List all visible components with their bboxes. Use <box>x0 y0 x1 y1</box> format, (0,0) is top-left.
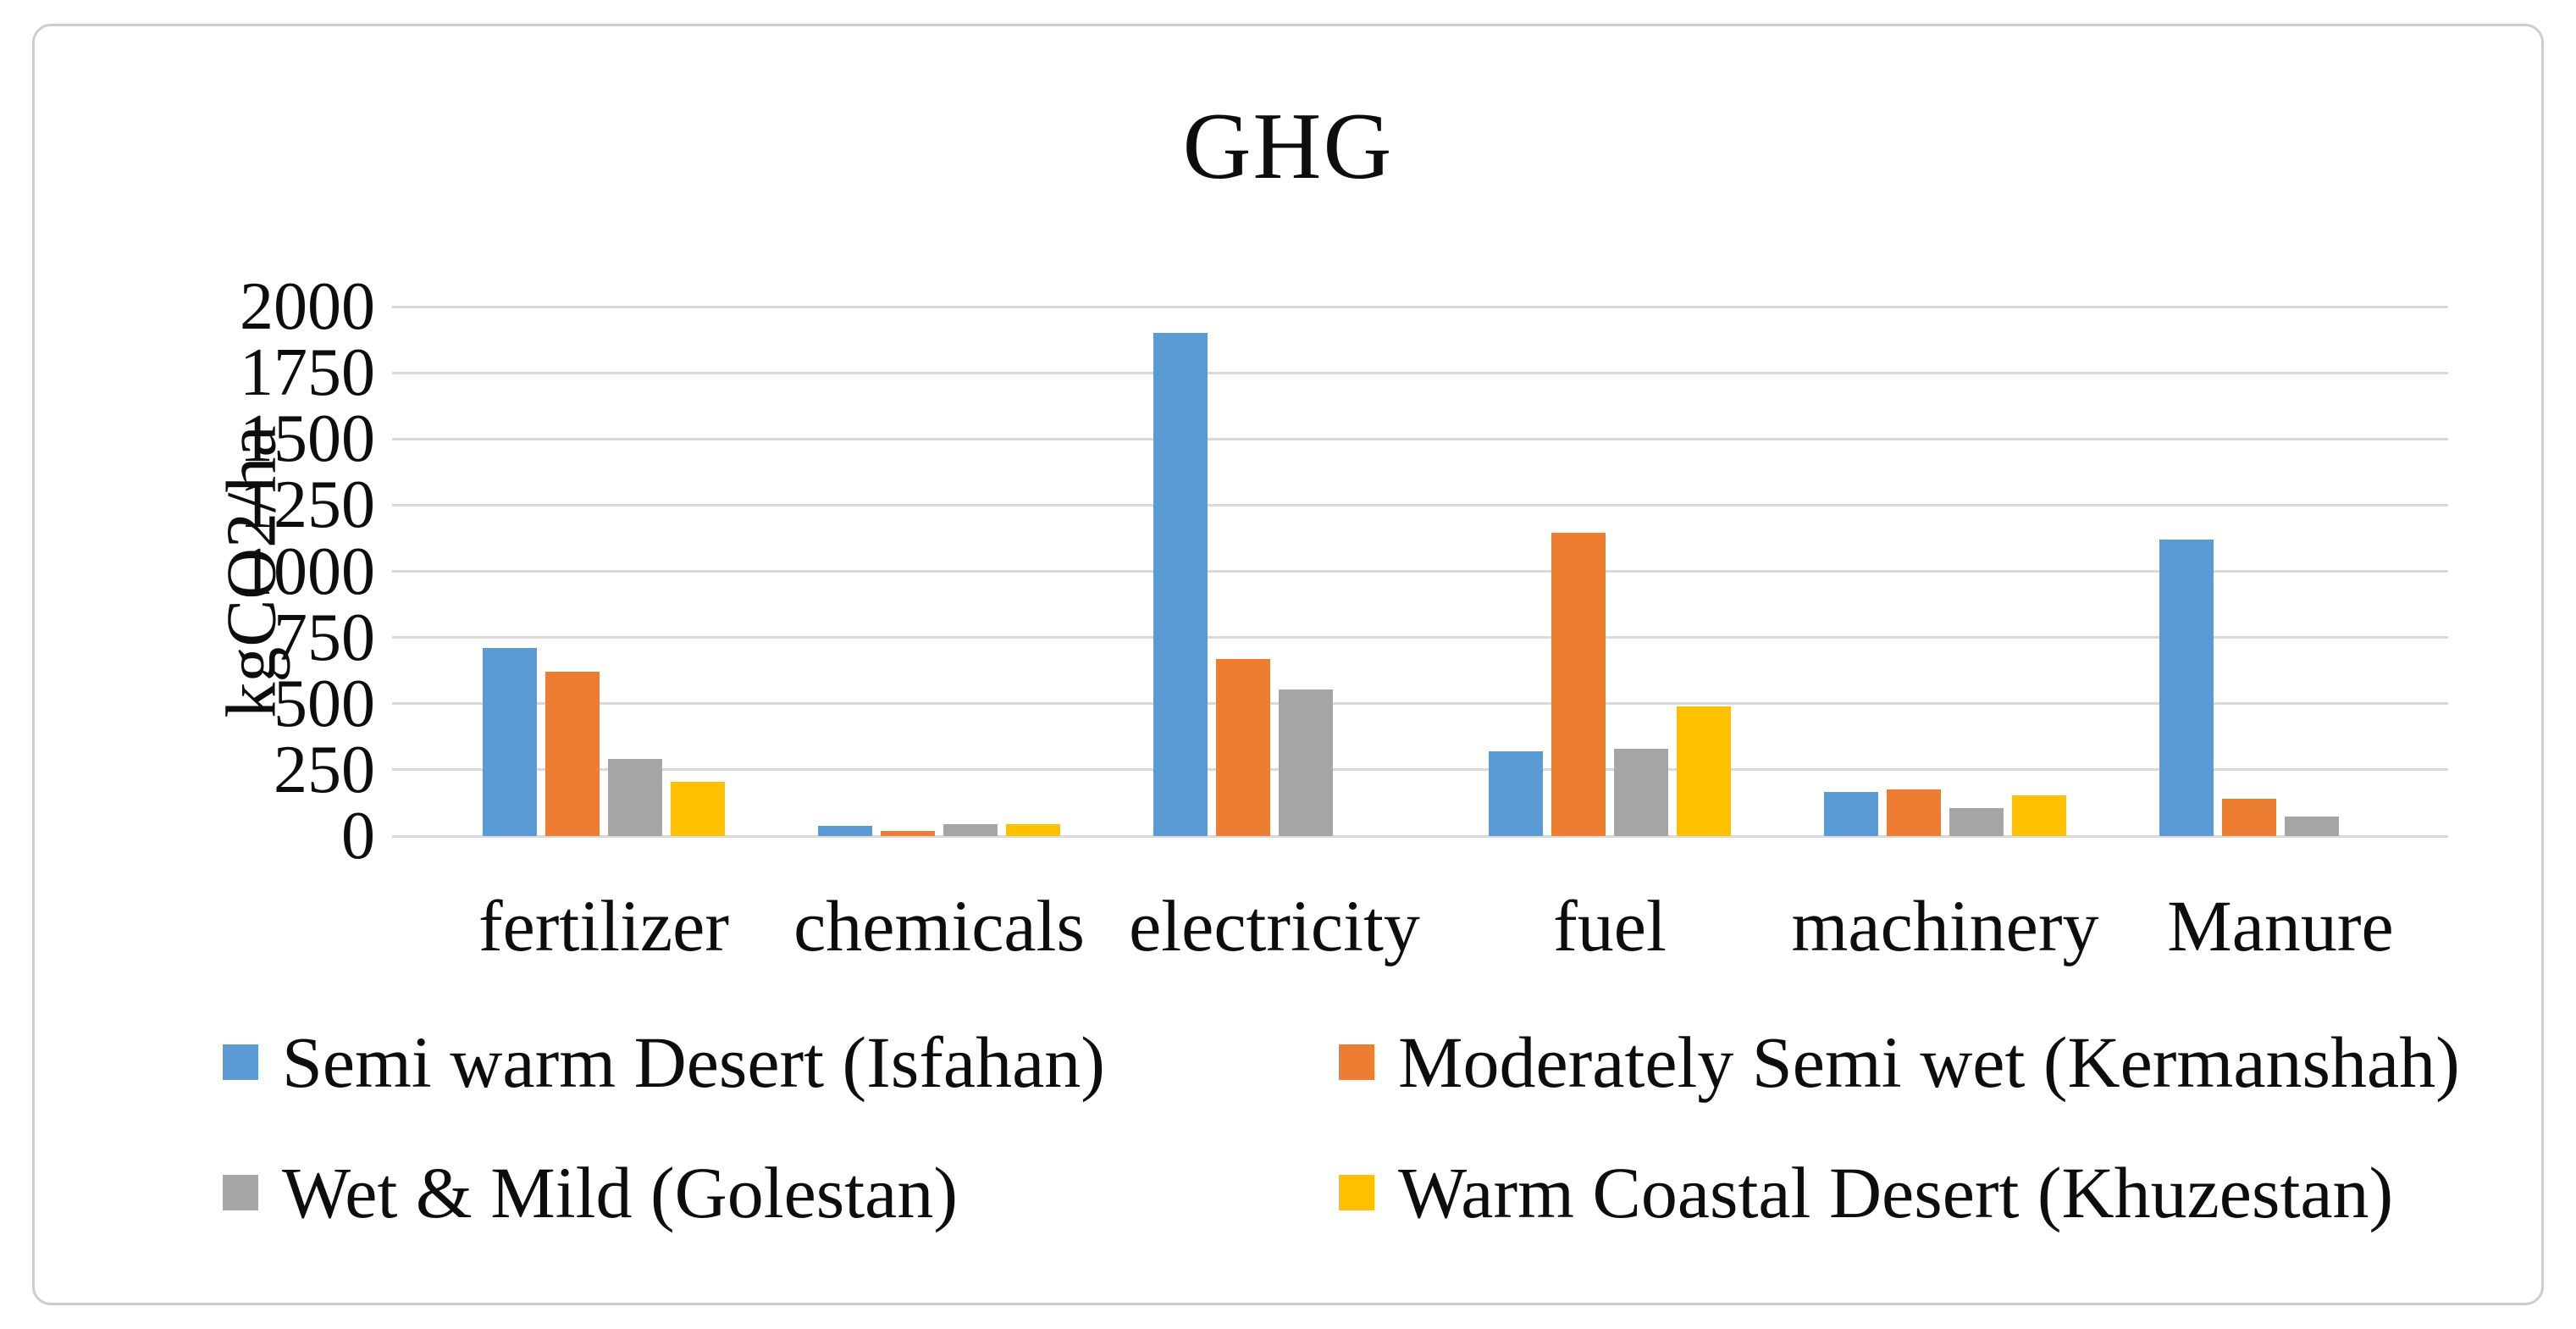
bar <box>881 830 935 836</box>
gridline <box>392 371 2448 374</box>
x-axis-labels: fertilizer chemicals electricity fuel machin… <box>436 883 2448 968</box>
legend-swatch <box>223 1044 258 1080</box>
y-tick-label: 1750 <box>240 335 375 411</box>
legend-item: Semi warm Desert (Isfahan) <box>223 1026 1339 1099</box>
legend-item: Warm Coastal Desert (Khuzestan) <box>1339 1156 2460 1229</box>
legend-label: Wet & Mild (Golestan) <box>282 1152 958 1233</box>
bar-group-fertilizer <box>436 307 771 836</box>
x-axis-label-machinery: machinery <box>1791 885 2099 966</box>
bar <box>2159 540 2214 836</box>
x-axis-label-electricity: electricity <box>1129 885 1420 966</box>
bar <box>1551 533 1606 836</box>
bar <box>2285 816 2339 836</box>
bar-groups <box>436 307 2448 836</box>
bar <box>671 781 725 836</box>
legend: Semi warm Desert (Isfahan) Moderately Sem… <box>223 1026 2460 1229</box>
chart-frame: GHG kgCO2/ha 0 250 500 750 1000 1250 1500 1750 2… <box>32 24 2544 1305</box>
bar-group-electricity <box>1107 307 1442 836</box>
bar <box>818 825 872 836</box>
bar <box>943 823 998 836</box>
bar <box>1216 658 1270 836</box>
bar <box>2222 799 2276 836</box>
x-axis-label-manure: Manure <box>2167 885 2394 966</box>
bar <box>1489 751 1543 836</box>
bar <box>1279 689 1333 836</box>
gridline <box>392 702 2448 706</box>
bar-group-fuel <box>1442 307 1777 836</box>
legend-label: Moderately Semi wet (Kermanshah) <box>1398 1022 2460 1103</box>
gridline <box>392 834 2448 838</box>
y-tick-label: 0 <box>341 799 375 873</box>
legend-label: Warm Coastal Desert (Khuzestan) <box>1398 1152 2394 1233</box>
gridline <box>392 305 2448 308</box>
y-tick-label: 1500 <box>240 401 375 477</box>
gridline <box>392 636 2448 640</box>
legend-swatch <box>1339 1044 1374 1080</box>
bar <box>1006 823 1060 836</box>
y-tick-label: 500 <box>274 666 375 741</box>
y-tick-label: 2000 <box>240 269 375 344</box>
bar <box>1824 792 1878 836</box>
bar-group-chemicals <box>771 307 1107 836</box>
y-tick-label: 1250 <box>240 468 375 543</box>
bar <box>608 759 662 836</box>
y-tick-label: 750 <box>274 600 375 675</box>
gridline <box>392 768 2448 772</box>
bar <box>1949 808 2004 836</box>
x-axis-label-fuel: fuel <box>1553 885 1667 966</box>
bar <box>1153 333 1208 836</box>
legend-item: Wet & Mild (Golestan) <box>223 1156 1339 1229</box>
bar <box>1614 748 1668 836</box>
legend-item: Moderately Semi wet (Kermanshah) <box>1339 1026 2460 1099</box>
legend-label: Semi warm Desert (Isfahan) <box>282 1022 1105 1103</box>
x-axis-label-chemicals: chemicals <box>793 885 1085 966</box>
x-axis-label-fertilizer: fertilizer <box>478 885 729 966</box>
bar <box>545 672 600 836</box>
legend-swatch <box>223 1175 258 1210</box>
y-tick-label: 1000 <box>240 534 375 609</box>
bar <box>1887 789 1941 836</box>
y-tick-label: 250 <box>274 732 375 807</box>
bar-group-manure <box>2113 307 2448 836</box>
chart-title: GHG <box>1182 94 1394 199</box>
bar <box>2012 795 2066 836</box>
gridline <box>392 503 2448 507</box>
bar <box>483 648 537 836</box>
gridline <box>392 570 2448 573</box>
gridline <box>392 437 2448 440</box>
legend-swatch <box>1339 1175 1374 1210</box>
bar <box>1677 706 1731 836</box>
plot-area: kgCO2/ha 0 250 500 750 1000 1250 1500 1750 2000 <box>213 271 2448 872</box>
bar-group-machinery <box>1777 307 2113 836</box>
